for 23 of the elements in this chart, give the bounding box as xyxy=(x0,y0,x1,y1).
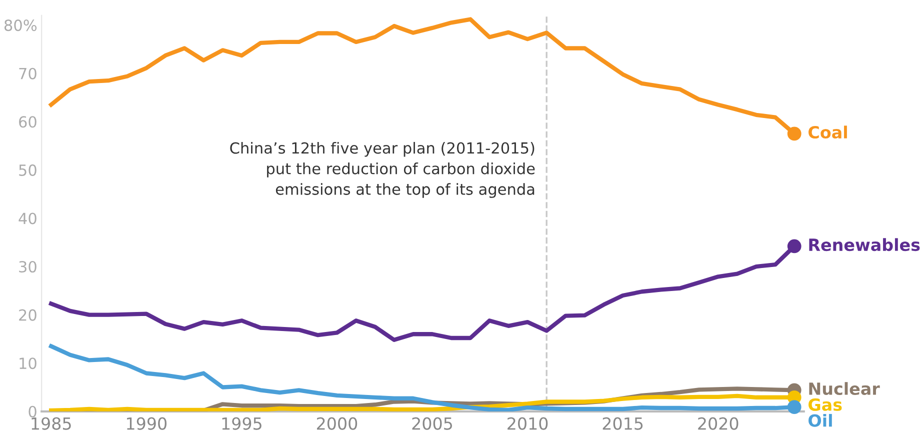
y-tick-label: 60 xyxy=(19,116,36,128)
x-tick-label: 1985 xyxy=(32,417,71,430)
series-label: Gas xyxy=(808,398,842,411)
x-tick-label: 2015 xyxy=(602,417,643,430)
series-label: Coal xyxy=(808,126,847,139)
y-tick-label: 0 xyxy=(28,406,36,418)
y-tick-label: 30 xyxy=(19,260,36,273)
series-label: Nuclear xyxy=(809,382,880,395)
series-label: Renewables xyxy=(809,238,920,252)
annotation: China’s 12th five year plan (2011-2015) put the reduction of carbon dioxide emissions at the top of its agenda xyxy=(230,142,535,198)
x-tick-label: 2005 xyxy=(412,417,452,430)
y-tick-label: 20 xyxy=(19,309,36,321)
y-tick-label: 40 xyxy=(18,212,36,224)
x-tick-label: 2010 xyxy=(508,417,548,430)
y-tick-label: 50 xyxy=(19,164,36,176)
y-tick-label: 80% xyxy=(4,20,37,32)
y-tick-label: 10 xyxy=(20,358,36,370)
x-tick-label: 1995 xyxy=(222,417,262,430)
y-tick-label: 70 xyxy=(19,68,36,80)
x-tick-label: 2020 xyxy=(698,417,738,430)
series-label: Oil xyxy=(808,414,832,427)
x-tick-label: 2000 xyxy=(316,417,358,430)
x-tick-label: 1990 xyxy=(127,417,166,430)
